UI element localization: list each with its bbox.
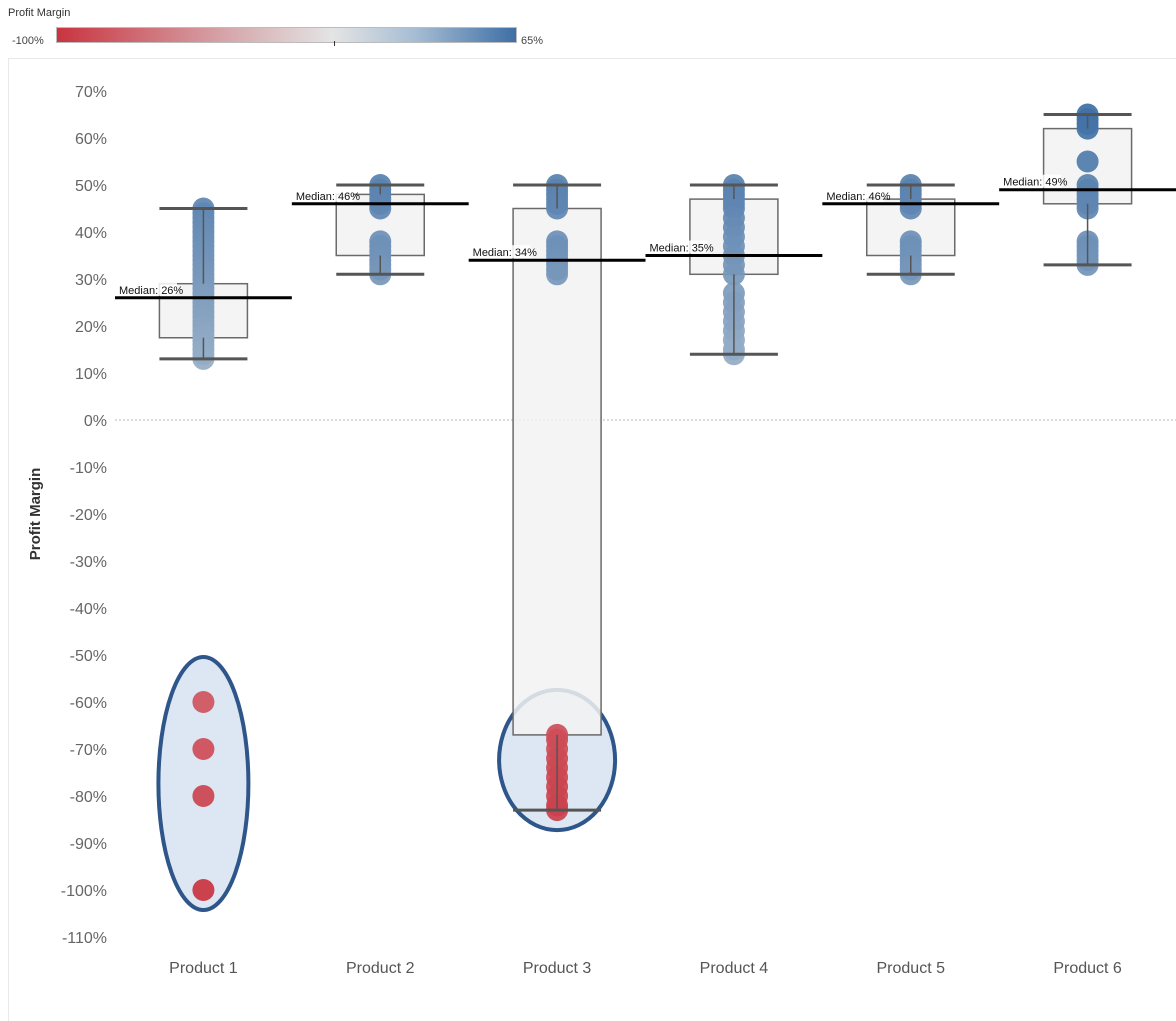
legend-max-label: 65% (521, 35, 544, 47)
median-label-bg (1001, 174, 1062, 188)
median-label-bg (117, 282, 177, 296)
plot-frame (8, 58, 1176, 1021)
y-tick-label: -70% (70, 742, 107, 759)
y-tick-label: -40% (70, 601, 107, 618)
y-tick-label: -10% (70, 460, 107, 477)
legend-zero-tick (334, 41, 335, 46)
box-iqr (512, 207, 602, 736)
y-tick-label: 60% (75, 131, 107, 148)
data-point (192, 691, 215, 713)
y-tick-label: -20% (70, 507, 107, 524)
y-tick-label: 20% (75, 319, 107, 336)
y-tick-label: 30% (75, 272, 107, 289)
y-tick-label: 10% (75, 366, 107, 383)
y-tick-label: 40% (75, 225, 107, 242)
data-point (192, 738, 215, 760)
legend-title: Profit Margin (8, 7, 71, 19)
x-category-label: Product 5 (877, 960, 946, 977)
x-category-label: Product 1 (169, 960, 238, 977)
median-label: Median: 46% (296, 191, 360, 203)
x-category-label: Product 4 (700, 960, 769, 977)
median-label: Median: 35% (650, 243, 714, 255)
outlier-highlight-ellipse (156, 655, 251, 912)
median-label: Median: 46% (826, 191, 890, 203)
median-label: Median: 49% (1003, 177, 1067, 189)
y-tick-label: -50% (70, 648, 107, 665)
x-category-label: Product 3 (523, 960, 592, 977)
median-label-bg (647, 240, 708, 254)
median-label-bg (293, 188, 354, 202)
data-point (192, 785, 215, 807)
median-label: Median: 34% (473, 247, 537, 259)
y-tick-label: -100% (61, 883, 107, 900)
y-tick-label: -30% (70, 554, 107, 571)
legend-min-label: -100% (12, 35, 44, 47)
legend-gradient-bar (56, 27, 517, 43)
color-legend: Profit Margin -100% 65% (8, 6, 568, 50)
median-label-bg (470, 245, 531, 259)
median-label-bg (824, 188, 885, 202)
data-point (192, 879, 215, 901)
data-point (546, 263, 569, 286)
data-point (1076, 150, 1099, 173)
data-point (899, 197, 922, 220)
median-label: Median: 26% (119, 285, 183, 297)
y-tick-label: -110% (62, 930, 107, 947)
y-tick-label: 50% (75, 178, 107, 195)
x-category-label: Product 2 (346, 960, 415, 977)
x-category-label: Product 6 (1053, 960, 1122, 977)
y-tick-label: -80% (70, 789, 107, 806)
y-tick-label: -60% (70, 695, 107, 712)
data-point (369, 197, 392, 220)
y-tick-label: 70% (75, 84, 107, 101)
y-axis-title: Profit Margin (27, 468, 44, 561)
y-tick-label: -90% (70, 836, 107, 853)
y-tick-label: 0% (84, 413, 107, 430)
